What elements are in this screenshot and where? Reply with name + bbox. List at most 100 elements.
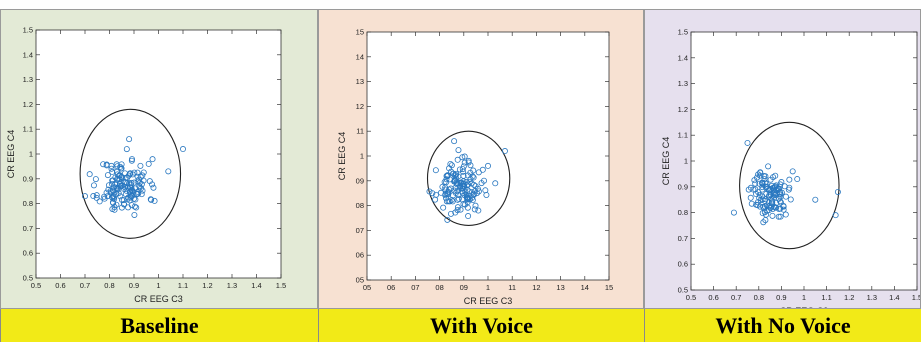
data-point [452,172,459,179]
data-point [439,183,446,190]
data-point [448,196,455,203]
data-point [124,184,131,191]
data-point [117,163,124,170]
y-tick-label: 0.9 [678,182,688,191]
data-point [468,180,475,187]
y-tick-label: 0.5 [23,274,33,283]
data-point [777,198,784,205]
data-point [93,192,100,199]
panel-with-voice: 05 06 07 08 09 1 11 12 13 14 15 05 06 07 08 09 1 11 12 13 14… [318,9,644,309]
data-point [766,187,773,194]
data-point [752,186,759,193]
data-point [475,207,482,214]
data-point [780,206,787,213]
data-point [461,153,468,160]
x-tick-label: 1 [802,293,806,302]
x-tick-label: 1.2 [202,281,212,290]
y-tick-label: 1.2 [23,100,33,109]
data-point [179,146,186,153]
data-point [118,204,125,211]
data-point [131,169,138,176]
data-point [472,202,479,209]
data-point [451,187,458,194]
data-point [444,216,451,223]
data-point [140,169,147,176]
data-point [466,178,473,185]
data-point [470,191,477,198]
data-point [127,194,134,201]
data-point [429,190,436,197]
data-point [93,194,100,201]
data-point [459,185,466,192]
data-point [96,198,103,205]
data-point [771,184,778,191]
data-point [136,179,143,186]
data-point [116,172,123,179]
x-tick-label: 1.3 [227,281,237,290]
data-point [492,180,499,187]
data-point [470,174,477,181]
data-point [105,182,112,189]
data-point [131,179,138,186]
data-point [128,202,135,209]
data-point [762,217,769,224]
data-point [138,181,145,188]
data-point [451,138,458,145]
data-point [447,160,454,167]
data-point [110,193,117,200]
y-tick-label: 06 [356,251,364,260]
data-point [475,188,482,195]
y-tick-label: 08 [356,201,364,210]
data-point [124,196,131,203]
caption-baseline: Baseline [0,309,318,342]
data-point [464,172,471,179]
data-point [110,194,117,201]
data-point [456,166,463,173]
y-tick-label: 0.8 [678,208,688,217]
data-point [478,180,485,187]
y-tick-label: 1.1 [678,131,688,140]
x-tick-label: 0.6 [708,293,718,302]
x-tick-label: 1.5 [912,293,921,302]
data-point [448,162,455,169]
y-tick-label: 0.8 [23,199,33,208]
data-point [832,212,839,219]
x-tick-label: 14 [581,283,589,292]
data-point [124,174,131,181]
data-point [145,160,152,167]
data-point [786,176,793,183]
y-axis-label: CR EEG C4 [337,132,347,181]
x-tick-label: 0.7 [80,281,90,290]
data-point [126,136,133,143]
data-point [440,204,447,211]
panel-baseline: 0.5 0.6 0.7 0.8 0.9 1 1.1 1.2 1.3 1.4 1.5 0.5 0.6 0.7… [0,9,318,309]
data-point [118,174,125,181]
x-tick-label: 1.4 [889,293,899,302]
confidence-ellipse [739,121,840,250]
data-point [104,172,111,179]
data-point [752,180,759,187]
data-point [445,190,452,197]
data-point [121,179,128,186]
y-tick-label: 0.5 [678,286,688,295]
data-point [450,170,457,177]
y-tick-label: 05 [356,276,364,285]
data-point [759,184,766,191]
data-point [138,185,145,192]
data-point [764,207,771,214]
data-point [108,162,115,169]
data-point [470,167,477,174]
y-axis-label: CR EEG C4 [6,130,16,179]
data-point [775,213,782,220]
data-point [131,203,138,210]
x-tick-label: 0.9 [129,281,139,290]
data-point [757,169,764,176]
data-point [772,192,779,199]
data-point [103,162,110,169]
x-tick-label: 1 [486,283,490,292]
data-point [465,213,472,220]
data-point [455,147,462,154]
data-point [454,204,461,211]
data-point [812,196,819,203]
y-tick-label: 0.7 [23,224,33,233]
